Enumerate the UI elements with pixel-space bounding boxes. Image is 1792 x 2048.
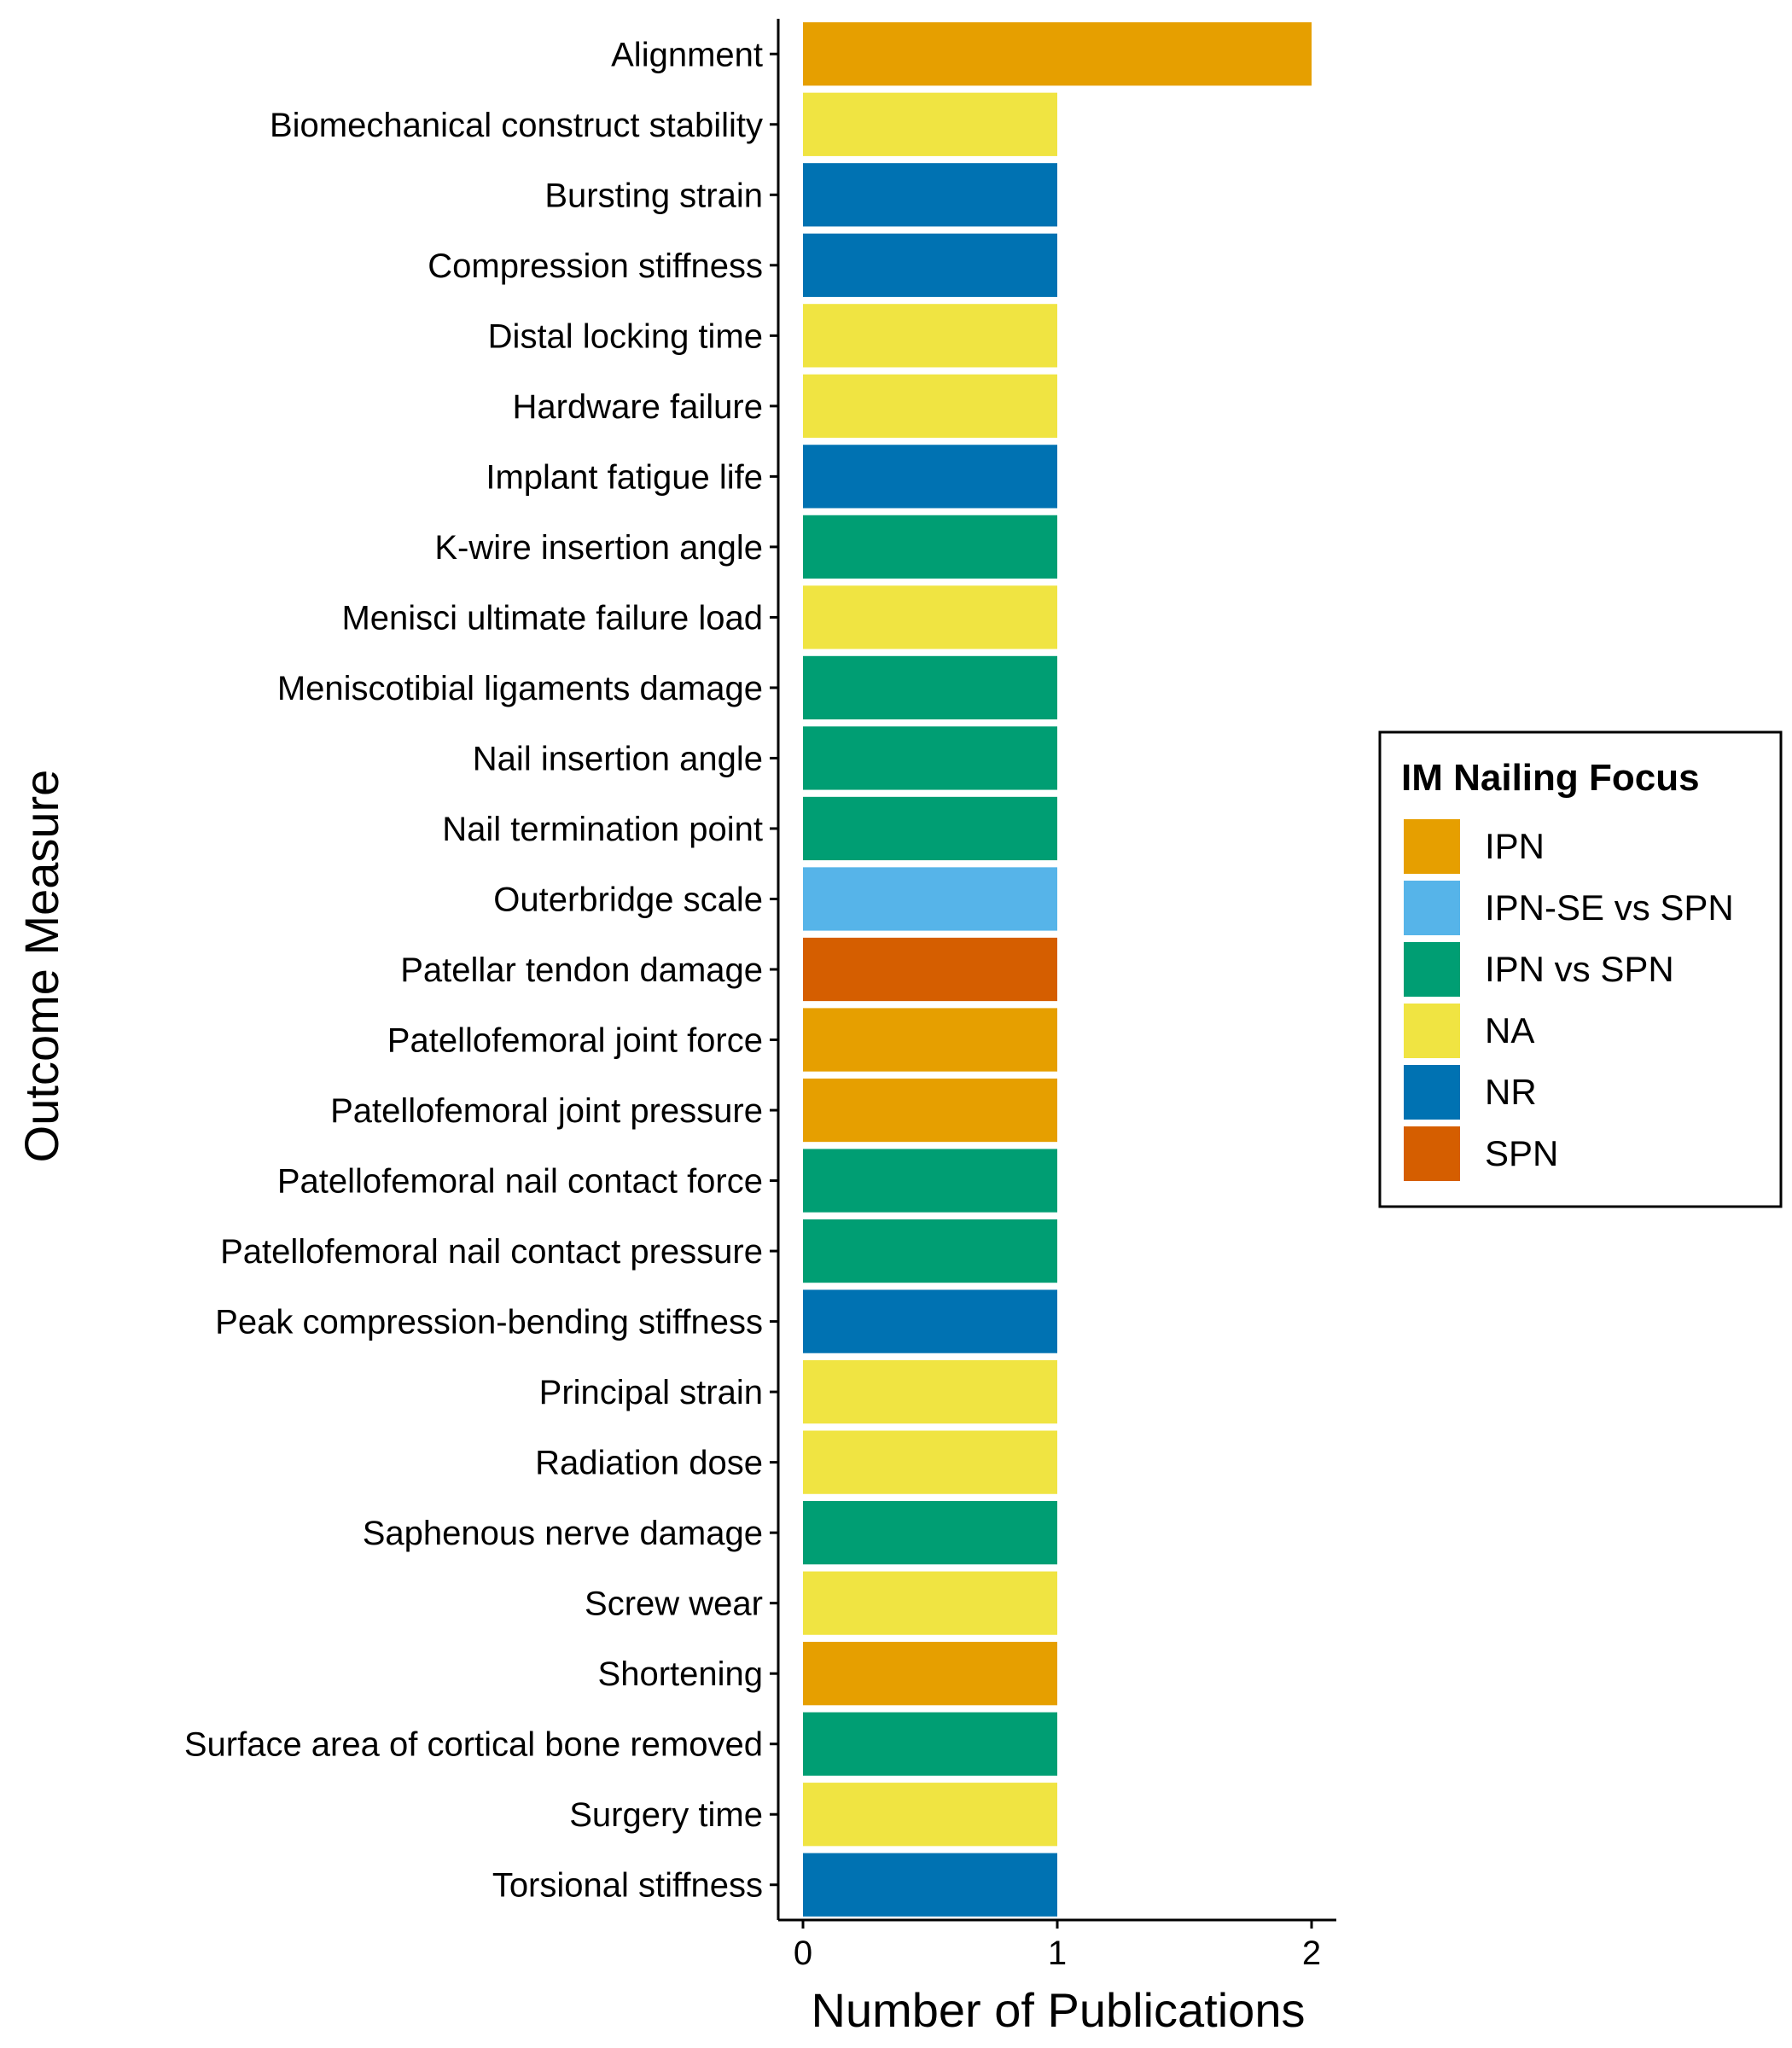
legend-label-ipn: IPN <box>1485 826 1545 866</box>
y-tick-label-menisci-ultimate-failure-load: Menisci ultimate failure load <box>341 599 763 637</box>
bar-nail-insertion-angle <box>803 726 1057 790</box>
y-axis-title: Outcome Measure <box>15 770 68 1163</box>
bar-shortening <box>803 1642 1057 1706</box>
bar-compression-stiffness <box>803 233 1057 297</box>
bar-surface-area-of-cortical-bone-removed <box>803 1712 1057 1776</box>
y-tick-label-k-wire-insertion-angle: K-wire insertion angle <box>434 529 763 567</box>
legend: IM Nailing Focus IPN IPN-SE vs SPN IPN vs … <box>1378 730 1783 1208</box>
y-tick-label-nail-termination-point: Nail termination point <box>442 811 763 848</box>
legend-swatch-ipn-vs-spn <box>1404 942 1460 997</box>
y-tick-label-patellofemoral-nail-contact-force: Patellofemoral nail contact force <box>277 1163 763 1201</box>
bar-patellofemoral-joint-pressure <box>803 1078 1057 1143</box>
y-tick-label-peak-compression-bending-stiffness: Peak compression-bending stiffness <box>215 1304 763 1341</box>
legend-swatch-ipn-se-vs-spn <box>1404 881 1460 935</box>
legend-label-ipn-vs-spn: IPN vs SPN <box>1485 949 1674 989</box>
bar-patellofemoral-nail-contact-pressure <box>803 1219 1057 1283</box>
bar-hardware-failure <box>803 374 1057 438</box>
bar-surgery-time <box>803 1783 1057 1847</box>
y-tick-label-outerbridge-scale: Outerbridge scale <box>493 881 763 918</box>
bar-torsional-stiffness <box>803 1853 1057 1917</box>
y-tick-label-principal-strain: Principal strain <box>539 1374 763 1411</box>
legend-swatch-na <box>1404 1004 1460 1058</box>
bar-alignment <box>803 22 1312 86</box>
bar-menisci-ultimate-failure-load <box>803 585 1057 649</box>
y-tick-label-patellofemoral-nail-contact-pressure: Patellofemoral nail contact pressure <box>220 1233 763 1271</box>
y-tick-label-biomechanical-construct-stability: Biomechanical construct stability <box>270 107 763 144</box>
y-tick-label-alignment: Alignment <box>611 36 763 73</box>
bar-radiation-dose <box>803 1430 1057 1494</box>
y-tick-label-distal-locking-time: Distal locking time <box>488 317 763 355</box>
bar-principal-strain <box>803 1359 1057 1424</box>
y-tick-label-patellar-tendon-damage: Patellar tendon damage <box>400 951 763 989</box>
y-tick-label-bursting-strain: Bursting strain <box>544 177 763 214</box>
y-tick-label-hardware-failure: Hardware failure <box>513 388 763 426</box>
bar-peak-compression-bending-stiffness <box>803 1289 1057 1353</box>
bar-meniscotibial-ligaments-damage <box>803 655 1057 720</box>
x-tick-label-2: 2 <box>1302 1935 1321 1972</box>
legend-label-na: NA <box>1485 1010 1534 1050</box>
y-tick-label-compression-stiffness: Compression stiffness <box>428 247 763 285</box>
y-tick-label-meniscotibial-ligaments-damage: Meniscotibial ligaments damage <box>277 670 763 707</box>
y-axis: Alignment Biomechanical construct stabili… <box>184 19 780 1920</box>
x-axis-title: Number of Publications <box>812 1983 1306 2037</box>
bar-distal-locking-time <box>803 304 1057 368</box>
bar-k-wire-insertion-angle <box>803 515 1057 579</box>
y-tick-label-radiation-dose: Radiation dose <box>535 1445 763 1482</box>
bar-screw-wear <box>803 1571 1057 1635</box>
bar-patellofemoral-nail-contact-force <box>803 1149 1057 1213</box>
y-tick-label-patellofemoral-joint-pressure: Patellofemoral joint pressure <box>330 1092 763 1130</box>
bar-patellar-tendon-damage <box>803 937 1057 1002</box>
bars <box>803 22 1312 1917</box>
x-tick-label-1: 1 <box>1048 1935 1067 1972</box>
bar-outerbridge-scale <box>803 867 1057 931</box>
legend-label-ipn-se-vs-spn: IPN-SE vs SPN <box>1485 887 1734 928</box>
bar-biomechanical-construct-stability <box>803 92 1057 156</box>
y-tick-label-patellofemoral-joint-force: Patellofemoral joint force <box>387 1022 763 1060</box>
y-tick-label-implant-fatigue-life: Implant fatigue life <box>486 458 763 496</box>
legend-label-spn: SPN <box>1485 1133 1558 1173</box>
y-tick-label-saphenous-nerve-damage: Saphenous nerve damage <box>363 1515 763 1552</box>
legend-title: IM Nailing Focus <box>1401 757 1700 799</box>
x-axis: 0 1 2 <box>778 1918 1336 1972</box>
bar-nail-termination-point <box>803 796 1057 861</box>
bar-saphenous-nerve-damage <box>803 1501 1057 1565</box>
bar-patellofemoral-joint-force <box>803 1008 1057 1072</box>
legend-label-nr: NR <box>1485 1072 1537 1112</box>
legend-swatch-ipn <box>1404 819 1460 874</box>
y-tick-label-screw-wear: Screw wear <box>585 1585 763 1623</box>
bar-implant-fatigue-life <box>803 445 1057 509</box>
legend-entries: IPN IPN-SE vs SPN IPN vs SPN NA NR SPN <box>1404 819 1734 1181</box>
x-tick-label-0: 0 <box>794 1935 812 1972</box>
y-tick-label-surface-area-of-cortical-bone-removed: Surface area of cortical bone removed <box>184 1726 763 1764</box>
bar-bursting-strain <box>803 163 1057 227</box>
legend-swatch-spn <box>1404 1126 1460 1181</box>
y-tick-label-torsional-stiffness: Torsional stiffness <box>492 1867 763 1905</box>
y-tick-label-nail-insertion-angle: Nail insertion angle <box>473 740 763 777</box>
y-tick-label-surgery-time: Surgery time <box>569 1796 763 1834</box>
y-tick-label-shortening: Shortening <box>598 1655 763 1693</box>
legend-swatch-nr <box>1404 1065 1460 1120</box>
